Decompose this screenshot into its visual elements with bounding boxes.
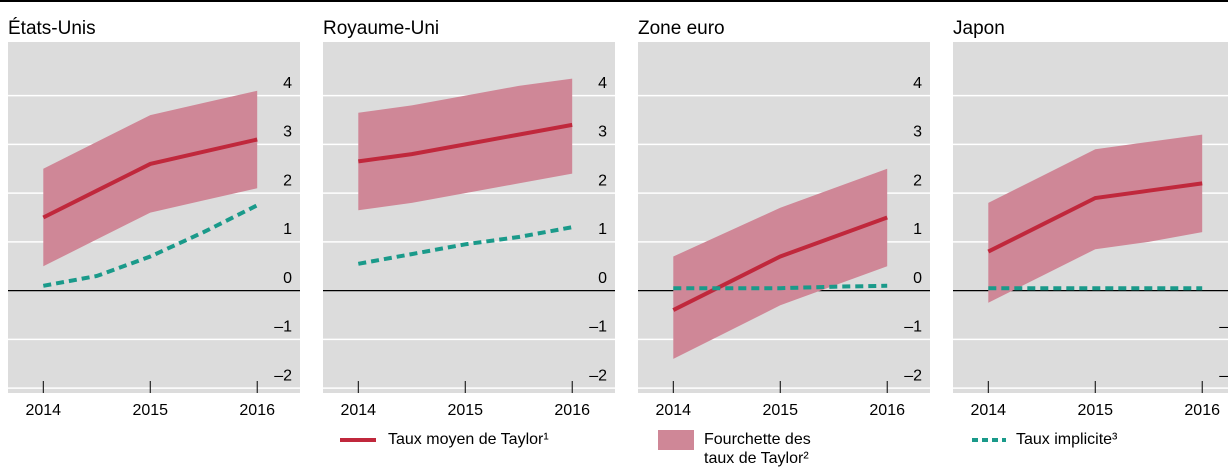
panel-title: États-Unis — [8, 18, 96, 39]
y-tick-label: 1 — [598, 221, 607, 238]
y-tick-label: 4 — [913, 75, 922, 92]
x-tick-label: 2016 — [869, 402, 905, 419]
implied-rate-line — [673, 283, 888, 291]
x-tick-label: 2015 — [1077, 402, 1113, 419]
taylor-mean-line — [42, 137, 258, 220]
y-tick-label: 1 — [283, 221, 292, 238]
x-tick-label: 2015 — [762, 402, 798, 419]
y-tick-label: –2 — [589, 367, 607, 384]
legend-label: Taux moyen de Taylor¹ — [388, 431, 549, 448]
panel-title: Royaume-Uni — [323, 18, 439, 39]
taylor-mean-line — [358, 122, 573, 164]
y-tick-label: –1 — [1219, 319, 1228, 336]
panel: Zone euro –2 –1 0 1 2 3 4 2014 2015 2016 — [638, 18, 930, 419]
taylor-mean-line — [987, 181, 1203, 254]
y-tick-label: 4 — [598, 75, 607, 92]
legend-label-line: taux de Taylor² — [704, 450, 809, 467]
x-tick-label: 2016 — [239, 402, 275, 419]
y-tick-label: 2 — [283, 172, 292, 189]
y-tick-label: –1 — [274, 319, 292, 336]
legend-swatch — [658, 430, 694, 450]
x-tick-label: 2016 — [1184, 402, 1220, 419]
y-tick-label: 0 — [913, 270, 922, 287]
x-tick-label: 2015 — [447, 402, 483, 419]
taylor-range-band — [673, 168, 888, 359]
y-tick-label: –2 — [904, 367, 922, 384]
y-tick-label: 3 — [913, 124, 922, 141]
y-tick-label: 4 — [283, 75, 292, 92]
y-tick-label: 3 — [283, 124, 292, 141]
taylor-mean-line — [672, 215, 888, 312]
y-tick-label: –1 — [904, 319, 922, 336]
implied-rate-line — [42, 203, 259, 288]
legend-label: Taux implicite³ — [1016, 431, 1118, 448]
taylor-range-band — [43, 90, 258, 267]
y-tick-label: –1 — [589, 319, 607, 336]
y-tick-label: 0 — [598, 270, 607, 287]
y-tick-label: –2 — [274, 367, 292, 384]
y-tick-label: 1 — [913, 221, 922, 238]
x-tick-label: 2014 — [655, 402, 691, 419]
y-tick-label: 2 — [598, 172, 607, 189]
y-tick-label: 2 — [913, 172, 922, 189]
legend-label: Fourchette des taux de Taylor² — [704, 431, 811, 467]
panel: Royaume-Uni –2 –1 0 1 2 3 4 2014 2015 2016 — [323, 18, 615, 419]
x-tick-label: 2014 — [25, 402, 61, 419]
taylor-range-band — [988, 134, 1203, 303]
legend: Taux moyen de Taylor¹ Fourchette des taux … — [340, 430, 1118, 467]
x-tick-label: 2014 — [340, 402, 376, 419]
panel: États-Unis –2 –1 0 1 2 3 4 2014 2015 2016 — [8, 18, 300, 419]
implied-rate-line — [357, 225, 573, 266]
x-tick-label: 2014 — [970, 402, 1006, 419]
x-tick-label: 2016 — [554, 402, 590, 419]
legend-label-line: Fourchette des — [704, 431, 811, 448]
x-tick-label: 2015 — [132, 402, 168, 419]
panel-title: Zone euro — [638, 18, 725, 39]
y-tick-label: 3 — [598, 124, 607, 141]
y-tick-label: –2 — [1219, 367, 1228, 384]
y-tick-label: 0 — [283, 270, 292, 287]
panel-title: Japon — [953, 18, 1005, 39]
